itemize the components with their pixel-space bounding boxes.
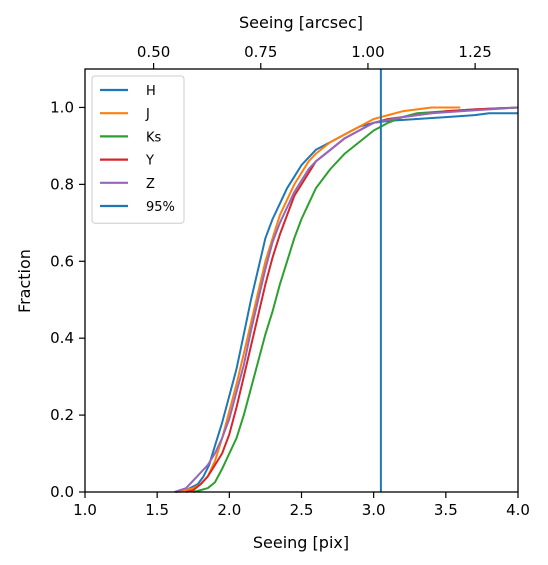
legend-label: 95% xyxy=(146,200,175,215)
legend-label: H xyxy=(146,84,156,99)
series-line-ks xyxy=(193,106,519,493)
x-tick-label: 3.0 xyxy=(362,501,386,519)
legend: HJ Ks YZ 95% xyxy=(91,75,185,224)
y-axis-label: Fraction xyxy=(15,249,34,313)
x-tick-label: 3.5 xyxy=(434,501,458,519)
series-line-z xyxy=(174,106,519,493)
x-tick-label: 1.0 xyxy=(73,501,97,519)
series-line-j xyxy=(178,106,461,493)
x-tick-label: 2.5 xyxy=(290,501,314,519)
left-y-axis: 0.0 0.2 0.4 0.6 0.8 1.0 xyxy=(50,98,85,501)
legend-label: Z xyxy=(146,177,155,192)
top-x-axis: 0.50 0.75 1.00 1.25 xyxy=(137,43,492,69)
x-tick-label: 4.0 xyxy=(506,501,530,519)
y-tick-label: 0.6 xyxy=(50,252,74,270)
top-tick-label: 1.00 xyxy=(351,43,384,61)
legend-label: J xyxy=(145,107,150,122)
y-tick-label: 1.0 xyxy=(50,98,74,116)
top-tick-label: 0.50 xyxy=(137,43,170,61)
top-tick-label: 0.75 xyxy=(244,43,277,61)
y-tick-label: 0.2 xyxy=(50,406,74,424)
legend-label: Ks xyxy=(146,130,162,145)
y-tick-label: 0.8 xyxy=(50,175,74,193)
x-tick-label: 2.0 xyxy=(217,501,241,519)
x-tick-label: 1.5 xyxy=(145,501,169,519)
y-tick-label: 0.4 xyxy=(50,329,74,347)
legend-label: Y xyxy=(145,154,154,169)
top-tick-label: 1.25 xyxy=(458,43,491,61)
bottom-x-axis: 1.0 1.5 2.0 2.5 3.0 3.5 4.0 xyxy=(73,492,530,519)
top-x-axis-label: Seeing [arcsec] xyxy=(239,13,363,32)
x-axis-label: Seeing [pix] xyxy=(253,533,349,552)
y-tick-label: 0.0 xyxy=(50,483,74,501)
